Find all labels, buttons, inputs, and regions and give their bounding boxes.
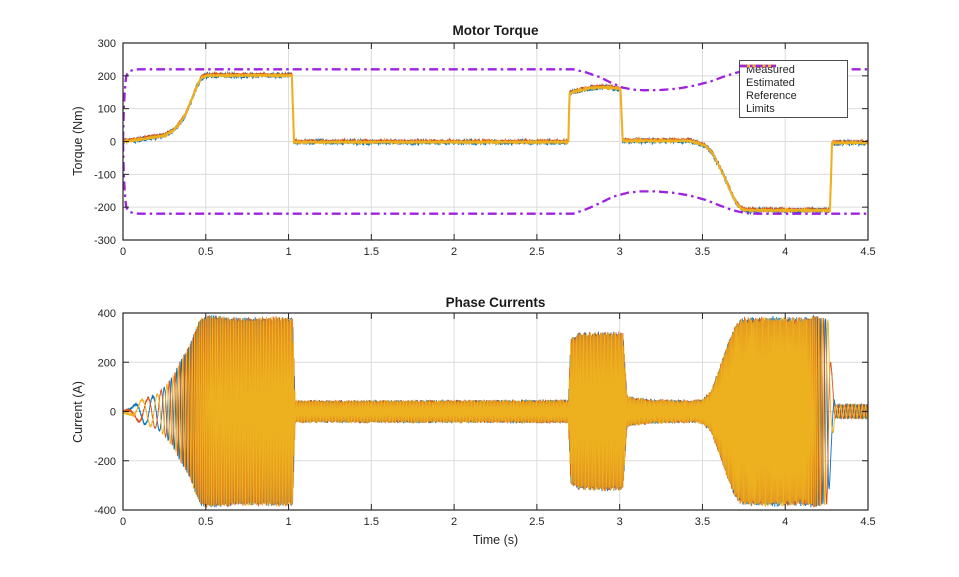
legend-entry-estimated: Estimated [740,64,847,89]
x-tick-label: 1 [285,246,291,258]
legend-entry-limits: Limits [740,64,847,115]
x-tick-label: 0 [120,516,126,528]
time-x-axis-label: Time (s) [472,533,519,547]
legend-label-estimated: Estimated [746,76,795,89]
x-tick-label: 4.5 [860,246,875,258]
x-tick-label: 3 [617,516,623,528]
legend-line-limits-icon [740,64,776,68]
x-tick-label: 1.5 [364,246,379,258]
x-tick-label: 4 [782,246,788,258]
x-tick-label: 2.5 [529,516,544,528]
y-tick-label: -300 [94,235,116,247]
x-tick-label: 4 [782,516,788,528]
series-limit-lower-path [123,142,868,215]
series-reference-path [123,72,868,214]
y-tick-label: 400 [98,308,116,320]
x-tick-label: 4.5 [860,516,875,528]
y-tick-label: 300 [98,38,116,50]
subplot-currents: 0 0.5 1 1.5 2 2.5 3 3.5 4 4.5 -400 -200 0 200 400 [94,308,876,528]
y-tick-label: 200 [98,357,116,369]
x-tick-label: 0 [120,246,126,258]
x-tick-label: 2 [451,246,457,258]
x-tick-label: 0.5 [198,246,213,258]
y-tick-label: 100 [98,104,116,116]
x-tick-label: 3.5 [695,246,710,258]
x-tick-label: 2.5 [529,246,544,258]
x-tick-label: 0.5 [198,516,213,528]
torque-plot-title: Motor Torque [452,23,539,38]
x-tick-label: 3 [617,246,623,258]
legend-box: Measured Estimated Reference Limits [739,60,848,118]
y-tick-label: 200 [98,71,116,83]
legend-label-limits: Limits [746,102,775,115]
x-tick-label: 2 [451,516,457,528]
y-tick-label: 0 [110,407,116,419]
currents-y-axis-label: Current (A) [71,381,85,443]
legend-label-reference: Reference [746,89,797,102]
y-tick-label: -200 [94,202,116,214]
y-tick-label: 0 [110,137,116,149]
y-tick-label: -400 [94,505,116,517]
torque-y-axis-label: Torque (Nm) [71,106,85,176]
x-tick-label: 3.5 [695,516,710,528]
legend-entry-reference: Reference [740,64,847,102]
series-phase-c-path [123,315,868,508]
y-tick-label: -200 [94,456,116,468]
x-tick-label: 1 [285,516,291,528]
currents-plot-title: Phase Currents [445,295,546,310]
y-tick-label: -100 [94,169,116,181]
x-tick-label: 1.5 [364,516,379,528]
